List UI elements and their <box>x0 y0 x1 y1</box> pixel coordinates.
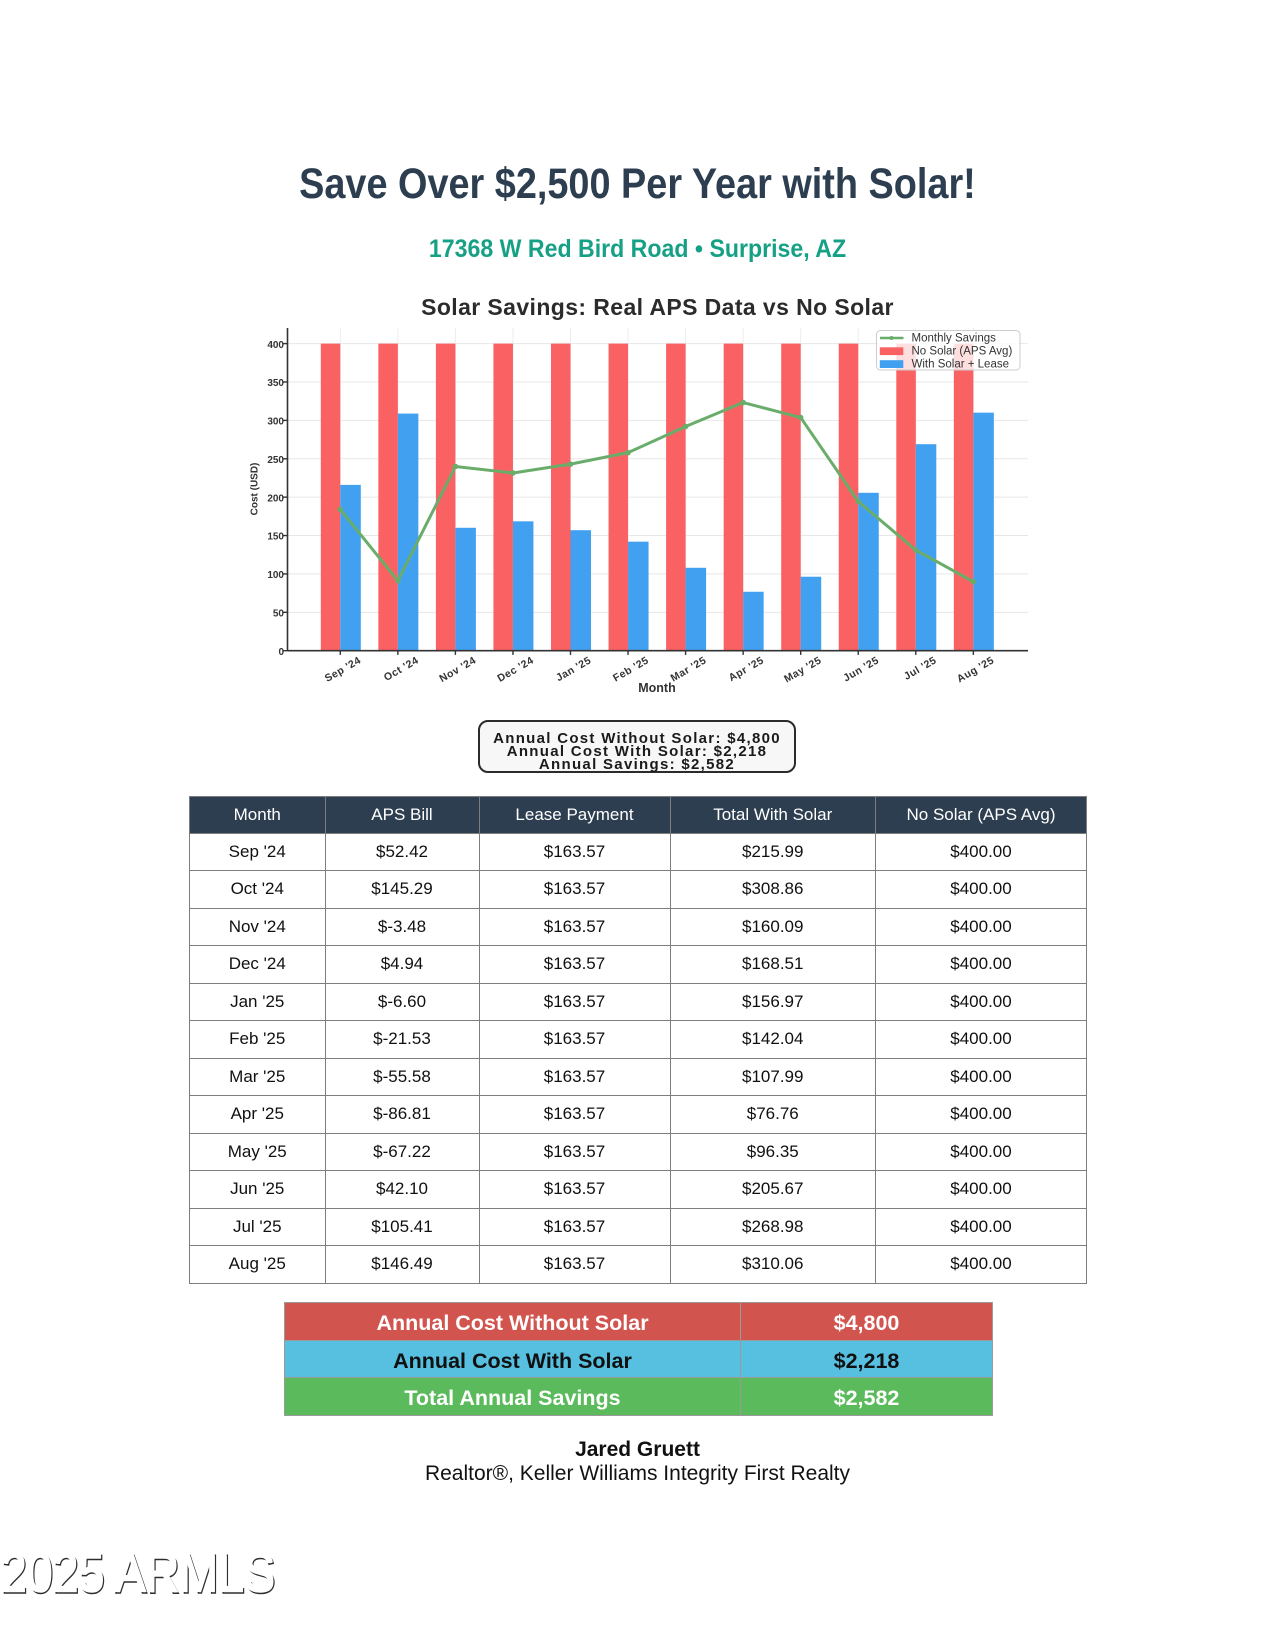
svg-text:Monthly Savings: Monthly Savings <box>912 332 997 344</box>
svg-text:Nov '24: Nov '24 <box>437 654 478 685</box>
svg-text:Dec '24: Dec '24 <box>495 654 536 684</box>
svg-text:150: 150 <box>267 532 284 543</box>
svg-text:Feb '25: Feb '25 <box>611 654 651 684</box>
svg-text:50: 50 <box>273 609 285 620</box>
svg-text:Sep '24: Sep '24 <box>323 654 364 684</box>
svg-text:Jun '25: Jun '25 <box>841 654 881 684</box>
svg-text:Apr '25: Apr '25 <box>727 654 767 684</box>
svg-text:With Solar + Lease: With Solar + Lease <box>912 359 1009 371</box>
svg-text:Jul '25: Jul '25 <box>902 654 939 682</box>
svg-text:350: 350 <box>267 378 284 389</box>
svg-text:Oct '24: Oct '24 <box>382 654 421 683</box>
svg-text:Cost (USD): Cost (USD) <box>250 463 261 516</box>
svg-text:Aug '25: Aug '25 <box>955 654 997 685</box>
svg-text:300: 300 <box>267 417 284 428</box>
svg-text:100: 100 <box>267 570 284 581</box>
svg-text:Month: Month <box>638 681 675 695</box>
svg-text:0: 0 <box>278 647 284 658</box>
svg-text:No Solar (APS Avg): No Solar (APS Avg) <box>912 346 1013 358</box>
svg-text:Mar '25: Mar '25 <box>669 654 709 684</box>
svg-text:250: 250 <box>267 455 284 466</box>
svg-text:400: 400 <box>267 340 284 351</box>
svg-text:Jan '25: Jan '25 <box>554 654 594 684</box>
svg-text:200: 200 <box>267 493 284 504</box>
svg-text:May '25: May '25 <box>782 654 824 685</box>
